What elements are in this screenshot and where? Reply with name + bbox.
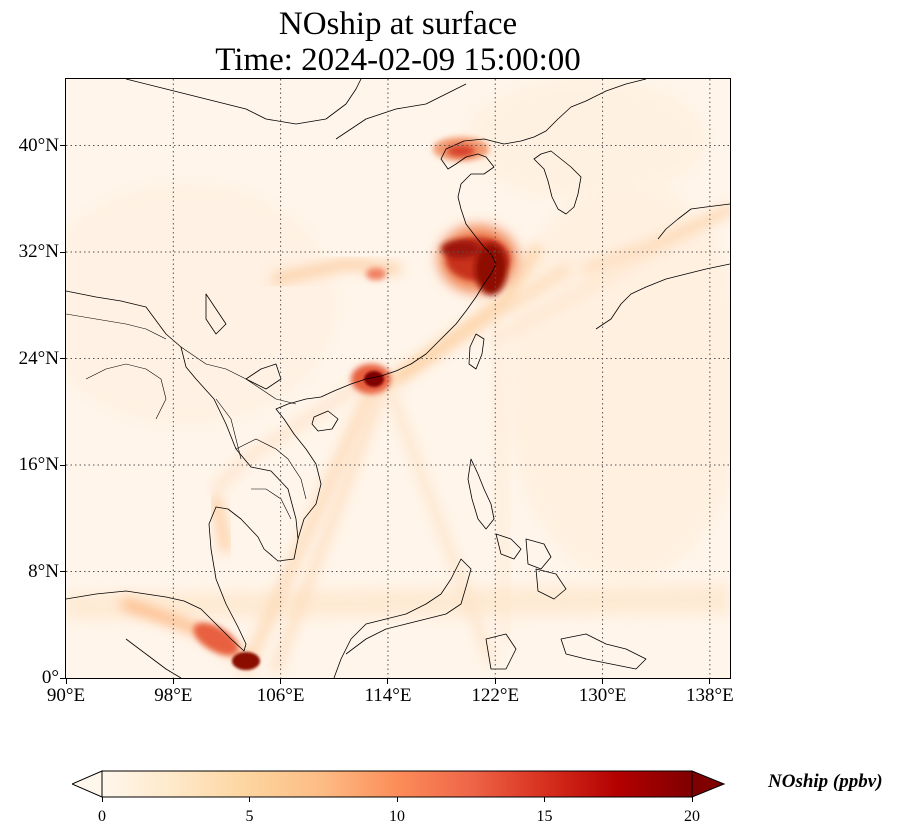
colorbar-extend-high — [691, 770, 726, 798]
colorbar-tick-label: 15 — [536, 808, 553, 825]
lon-tick-mark — [387, 678, 389, 684]
lon-tick-mark — [709, 678, 711, 684]
lat-tick-mark — [60, 358, 66, 360]
lon-tick-mark — [280, 678, 282, 684]
colorbar-tick-label: 0 — [98, 808, 106, 825]
lon-tick-mark — [65, 678, 67, 684]
coastlines — [66, 79, 730, 678]
colorbar-tick-mark — [396, 797, 398, 802]
lon-tick-mark — [172, 678, 174, 684]
lon-tick-label: 90°E — [46, 685, 86, 706]
lat-tick-mark — [60, 145, 66, 147]
map-panel — [65, 78, 731, 679]
colorbar-tick-mark — [249, 797, 250, 802]
colorbar-title: NOship (ppbv) — [768, 771, 883, 792]
lon-tick-label: 138°E — [686, 685, 734, 706]
colorbar-gradient — [101, 770, 693, 798]
lat-tick-label: 16°N — [18, 454, 59, 476]
country-borders — [66, 313, 307, 520]
colorbar-tick-label: 5 — [245, 808, 254, 825]
lat-tick-label: 8°N — [28, 560, 59, 582]
lat-tick-mark — [60, 571, 66, 572]
lon-tick-mark — [602, 678, 604, 684]
colorbar-tick-mark — [101, 797, 103, 802]
colorbar — [72, 770, 726, 798]
lat-tick-label: 40°N — [18, 134, 59, 156]
lon-tick-label: 106°E — [256, 685, 305, 706]
background-plume-field — [66, 79, 730, 619]
colorbar-tick-label: 20 — [684, 808, 700, 825]
lon-tick-label: 98°E — [154, 685, 193, 706]
lat-tick-label: 24°N — [18, 347, 59, 369]
lon-tick-mark — [494, 678, 496, 684]
map-timestamp: Time: 2024-02-09 15:00:00 — [215, 42, 581, 78]
map-title: NOship at surface — [278, 6, 518, 42]
lon-tick-label: 114°E — [364, 685, 412, 706]
colorbar-tick-mark — [544, 797, 545, 802]
lon-tick-label: 130°E — [578, 685, 627, 706]
lon-tick-label: 122°E — [471, 685, 520, 706]
lat-tick-mark — [60, 464, 66, 466]
colorbar-extend-low — [72, 770, 103, 798]
emission-hotspots — [193, 137, 518, 670]
colorbar-tick-label: 10 — [389, 808, 405, 825]
lat-tick-mark — [60, 251, 66, 253]
lat-lon-gridlines — [66, 79, 730, 678]
colorbar-tick-mark — [691, 797, 693, 802]
shipping-lane-plumes — [121, 135, 730, 674]
map-canvas — [66, 79, 730, 678]
lat-tick-label: 0° — [41, 667, 59, 688]
lat-tick-label: 32°N — [18, 241, 59, 263]
lat-tick-mark — [60, 677, 66, 679]
